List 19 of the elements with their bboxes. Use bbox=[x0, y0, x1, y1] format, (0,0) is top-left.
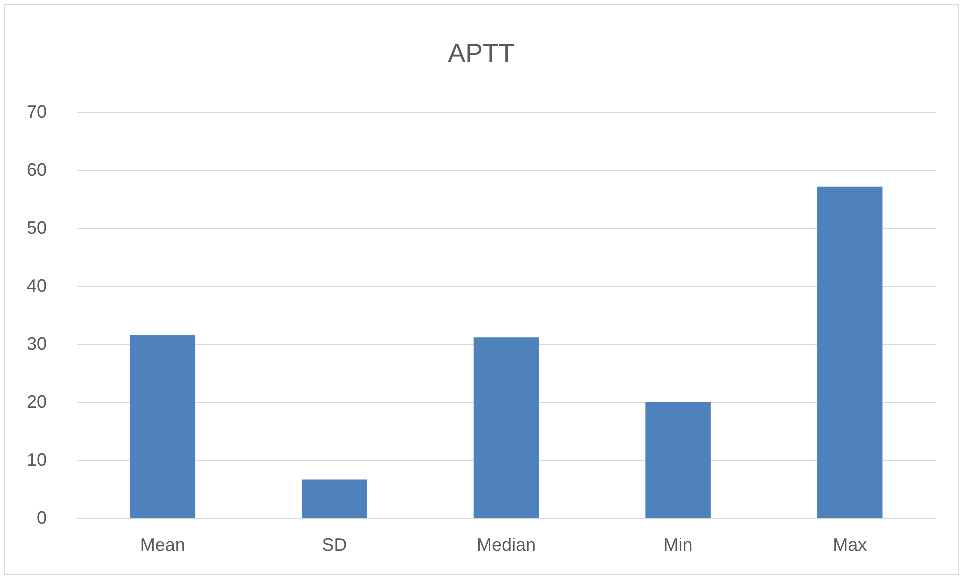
x-tick-label: Max bbox=[833, 535, 868, 555]
x-tick-label: Min bbox=[664, 535, 693, 555]
y-tick-label: 20 bbox=[26, 392, 47, 412]
y-tick-label: 10 bbox=[26, 450, 47, 470]
bar bbox=[302, 480, 368, 518]
bar bbox=[817, 186, 883, 518]
chart-title: APTT bbox=[448, 38, 515, 68]
bar bbox=[646, 402, 711, 518]
bar bbox=[130, 335, 196, 518]
y-tick-label: 50 bbox=[26, 218, 47, 238]
x-tick-label: Median bbox=[476, 535, 536, 555]
y-tick-label: 0 bbox=[36, 508, 47, 528]
y-tick-label: 70 bbox=[26, 102, 47, 122]
y-tick-label: 60 bbox=[26, 160, 47, 180]
x-tick-label: SD bbox=[322, 535, 348, 555]
y-tick-label: 30 bbox=[26, 334, 47, 354]
y-tick-label: 40 bbox=[26, 276, 47, 296]
bar bbox=[474, 338, 540, 518]
x-tick-label: Mean bbox=[140, 535, 186, 555]
